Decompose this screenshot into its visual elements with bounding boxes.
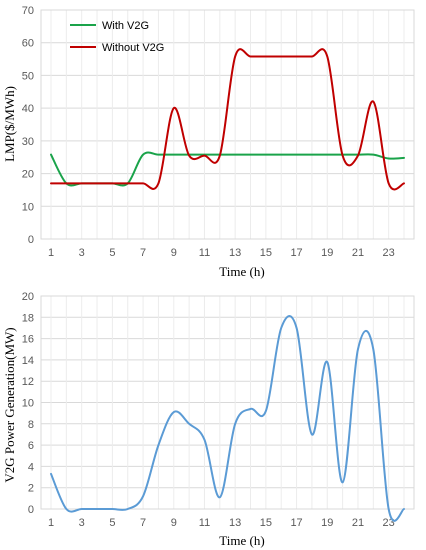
lmp-y-tick-label: 60 [22, 38, 34, 50]
lmp-y-tick-label: 70 [22, 5, 34, 17]
lmp-x-axis: 1 3 5 7 9 11 13 15 17 19 21 23 [48, 247, 395, 259]
v2g-x-tick-label: 13 [229, 517, 241, 529]
v2g-x-tick-label: 3 [79, 517, 85, 529]
v2g-x-axis: 1 3 5 7 9 11 13 15 17 19 21 23 [48, 517, 395, 529]
lmp-y-tick-label: 30 [22, 136, 34, 148]
v2g-series-line-power [50, 315, 405, 522]
v2g-y-tick-label: 16 [22, 334, 34, 346]
lmp-x-tick-label: 13 [229, 247, 241, 259]
v2g-y-tick-label: 8 [28, 419, 34, 431]
lmp-y-axis: 0 10 20 30 40 50 60 70 [22, 5, 34, 246]
v2g-x-tick-label: 19 [321, 517, 333, 529]
lmp-y-tick-label: 40 [22, 103, 34, 115]
v2g-x-tick-label: 23 [383, 517, 395, 529]
v2g-y-tick-label: 0 [28, 504, 34, 516]
lmp-x-tick-label: 19 [321, 247, 333, 259]
lmp-grid [40, 9, 415, 240]
lmp-series [50, 48, 405, 191]
v2g-y-tick-label: 20 [22, 291, 34, 303]
lmp-plot-area [41, 10, 414, 239]
v2g-plot-border [40, 295, 415, 510]
v2g-x-tick-label: 7 [140, 517, 146, 529]
v2g-x-tick-label: 17 [290, 517, 302, 529]
lmp-x-tick-label: 3 [79, 247, 85, 259]
lmp-legend-label-without-v2g: Without V2G [102, 42, 164, 54]
lmp-x-tick-label: 11 [199, 247, 210, 259]
v2g-y-tick-label: 14 [22, 355, 34, 367]
v2g-y-tick-label: 2 [28, 483, 34, 495]
v2g-x-tick-label: 5 [109, 517, 115, 529]
lmp-x-tick-label: 1 [48, 247, 54, 259]
v2g-series [50, 315, 405, 522]
v2g-y-tick-label: 12 [22, 376, 34, 388]
v2g-x-tick-label: 21 [352, 517, 364, 529]
v2g-x-axis-title: Time (h) [219, 533, 264, 548]
lmp-x-tick-label: 23 [383, 247, 395, 259]
v2g-y-tick-label: 4 [28, 461, 34, 473]
lmp-x-tick-label: 5 [109, 247, 115, 259]
lmp-y-tick-label: 50 [22, 70, 34, 82]
v2g-x-tick-label: 9 [171, 517, 177, 529]
lmp-x-tick-label: 15 [260, 247, 272, 259]
lmp-series-line-without-v2g [50, 48, 405, 191]
lmp-y-tick-label: 0 [28, 234, 34, 246]
lmp-legend: With V2G Without V2G [70, 20, 164, 54]
v2g-x-tick-label: 11 [199, 517, 210, 529]
lmp-y-tick-label: 10 [22, 201, 34, 213]
v2g-x-tick-label: 15 [260, 517, 272, 529]
lmp-y-tick-label: 20 [22, 169, 34, 181]
lmp-x-axis-title: Time (h) [219, 264, 264, 279]
lmp-x-tick-label: 21 [352, 247, 364, 259]
lmp-x-tick-label: 9 [171, 247, 177, 259]
v2g-x-tick-label: 1 [48, 517, 54, 529]
lmp-x-tick-label: 17 [290, 247, 302, 259]
v2g-y-tick-label: 6 [28, 440, 34, 452]
lmp-y-axis-title: LMP($/MWh) [2, 86, 17, 162]
v2g-y-tick-label: 18 [22, 312, 34, 324]
v2g-y-axis-title: V2G Power Generation(MW) [2, 327, 17, 482]
lmp-x-tick-label: 7 [140, 247, 146, 259]
lmp-plot-border [40, 9, 415, 240]
v2g-y-axis: 0 2 4 6 8 10 12 14 16 18 20 [22, 291, 34, 516]
lmp-legend-label-with-v2g: With V2G [102, 20, 149, 32]
v2g-y-tick-label: 10 [22, 398, 34, 410]
